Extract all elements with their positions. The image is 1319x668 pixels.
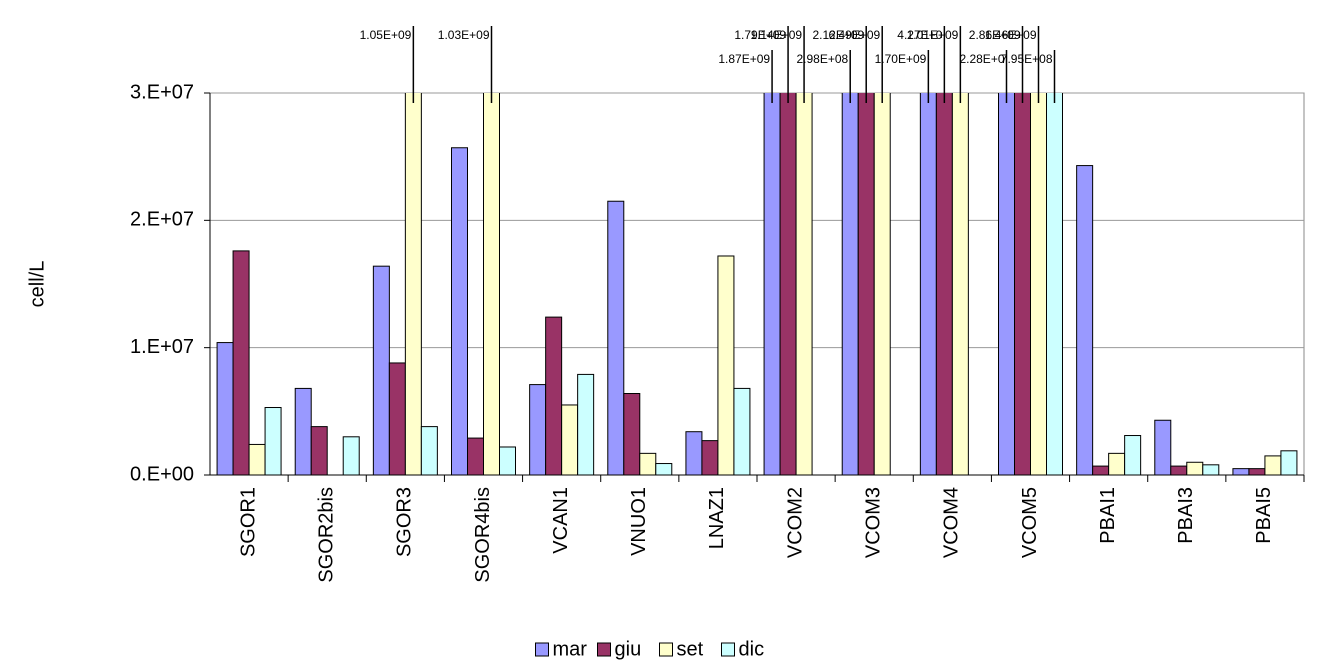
legend-label: dic bbox=[739, 638, 765, 660]
bar bbox=[372, 265, 390, 475]
bar bbox=[388, 362, 406, 475]
bar bbox=[420, 426, 438, 475]
value-label: 1.87E+09 bbox=[718, 52, 770, 66]
bar bbox=[1076, 165, 1094, 475]
bar bbox=[1248, 468, 1266, 475]
x-tick-label: PBAI3 bbox=[1175, 487, 1197, 544]
legend-label: set bbox=[677, 638, 704, 660]
bar bbox=[264, 407, 282, 475]
bar bbox=[467, 437, 484, 475]
x-tick-label: VCOM2 bbox=[784, 487, 806, 558]
x-tick-label: VCAN1 bbox=[550, 487, 572, 554]
bar bbox=[779, 93, 797, 475]
y-axis-label: cell/L bbox=[26, 261, 48, 308]
value-label: 6.49E+09 bbox=[828, 28, 880, 42]
grid: 0.E+00 1.E+07 2.E+07 3.E+07 bbox=[130, 81, 1305, 485]
bar bbox=[701, 440, 719, 475]
bar bbox=[795, 93, 813, 475]
y-tick-label: 3.E+07 bbox=[130, 81, 194, 103]
bar bbox=[1186, 461, 1204, 475]
bars bbox=[216, 93, 1298, 475]
bar bbox=[1264, 455, 1282, 475]
legend-swatch bbox=[659, 642, 673, 657]
bar bbox=[763, 93, 781, 475]
bar bbox=[623, 393, 641, 475]
bar bbox=[1232, 468, 1250, 475]
value-label: 1.01E+09 bbox=[907, 28, 959, 42]
legend-swatch bbox=[535, 642, 549, 657]
bar bbox=[1124, 435, 1142, 475]
value-label: 7.95E+08 bbox=[1001, 52, 1053, 66]
x-tick-label: VCOM4 bbox=[941, 487, 963, 558]
bar bbox=[717, 255, 735, 475]
bar bbox=[342, 436, 360, 475]
value-label: 2.28E+0 bbox=[959, 52, 1004, 66]
bar bbox=[1092, 465, 1110, 475]
value-label: 4.27E+0 bbox=[897, 28, 942, 42]
bar bbox=[998, 93, 1015, 475]
bar bbox=[310, 426, 328, 475]
bar bbox=[919, 93, 937, 475]
value-label: 1.03E+09 bbox=[438, 28, 490, 42]
legend-label: mar bbox=[553, 638, 588, 660]
bar bbox=[607, 200, 625, 475]
value-label: 2.12E+09 bbox=[812, 28, 864, 42]
x-tick-label: PBAI1 bbox=[1097, 487, 1119, 544]
bar bbox=[248, 443, 266, 475]
bar bbox=[561, 404, 579, 475]
bar bbox=[545, 316, 563, 475]
bar bbox=[733, 387, 751, 475]
x-tick-label: VNUO1 bbox=[628, 487, 650, 556]
bar bbox=[1202, 464, 1220, 475]
y-tick-label: 1.E+07 bbox=[130, 336, 194, 358]
bar bbox=[216, 342, 234, 475]
x-tick-label: SGOR2bis bbox=[315, 487, 337, 583]
bar bbox=[1046, 93, 1063, 475]
value-label: 1.46E+09 bbox=[985, 28, 1037, 42]
legend-swatch bbox=[597, 642, 611, 657]
legend-label: giu bbox=[615, 638, 642, 660]
x-tick-label: LNAZ1 bbox=[706, 487, 728, 549]
value-label: 1.05E+09 bbox=[360, 28, 412, 42]
bar bbox=[451, 147, 468, 475]
bar bbox=[639, 452, 657, 475]
x-tick-label: SGOR4bis bbox=[472, 487, 494, 583]
x-tick-label: VCOM5 bbox=[1019, 487, 1041, 558]
bar bbox=[1154, 419, 1172, 475]
bar bbox=[655, 463, 673, 475]
bar bbox=[294, 387, 312, 475]
x-tick-label: SGOR3 bbox=[394, 487, 416, 557]
legend-swatch bbox=[721, 642, 735, 657]
bar bbox=[1108, 452, 1126, 475]
bar bbox=[483, 93, 500, 475]
bar bbox=[1030, 93, 1047, 475]
bar bbox=[1170, 465, 1188, 475]
value-label: 2.86E+09 bbox=[969, 28, 1021, 42]
bar bbox=[935, 93, 953, 475]
bar bbox=[1014, 93, 1031, 475]
value-label: 1.70E+09 bbox=[875, 52, 927, 66]
x-tick-label: SGOR1 bbox=[237, 487, 259, 557]
bar bbox=[577, 373, 595, 475]
bar bbox=[857, 93, 875, 475]
x-tick-label: PBAI5 bbox=[1253, 487, 1275, 544]
bar bbox=[873, 93, 891, 475]
y-tick-label: 0.E+00 bbox=[130, 463, 194, 485]
value-label: 2.98E+08 bbox=[796, 52, 848, 66]
bar bbox=[685, 431, 703, 475]
bar bbox=[499, 446, 516, 475]
overlay: SGOR1 SGOR2bis SGOR3 1.05E+09 SGOR4bis 1.03E+… bbox=[237, 26, 1275, 660]
value-label: 1.14E+09 bbox=[750, 28, 802, 42]
bar bbox=[841, 93, 859, 475]
y-tick-label: 2.E+07 bbox=[130, 209, 194, 231]
bar bbox=[1280, 450, 1298, 475]
x-tick-label: VCOM3 bbox=[862, 487, 884, 558]
bar bbox=[404, 93, 422, 475]
bar bbox=[232, 250, 250, 475]
bar bbox=[951, 93, 969, 475]
value-label: 1.79E+09 bbox=[734, 28, 786, 42]
bar bbox=[529, 384, 547, 475]
